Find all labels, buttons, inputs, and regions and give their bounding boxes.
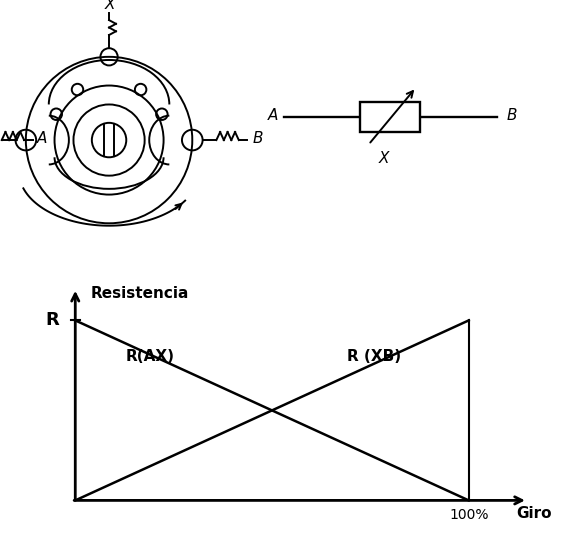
Text: X: X — [378, 151, 389, 166]
Text: B: B — [253, 131, 263, 146]
Text: R: R — [46, 312, 60, 329]
Text: Resistencia: Resistencia — [91, 286, 189, 301]
Text: Giro: Giro — [516, 505, 552, 521]
Bar — [360, 102, 420, 132]
Text: X: X — [105, 0, 115, 11]
Text: R(AX): R(AX) — [126, 349, 174, 364]
Text: B: B — [507, 109, 517, 124]
Text: A: A — [267, 109, 278, 124]
Text: A: A — [37, 131, 48, 146]
Text: 100%: 100% — [449, 508, 488, 522]
Text: R (XB): R (XB) — [347, 349, 401, 364]
